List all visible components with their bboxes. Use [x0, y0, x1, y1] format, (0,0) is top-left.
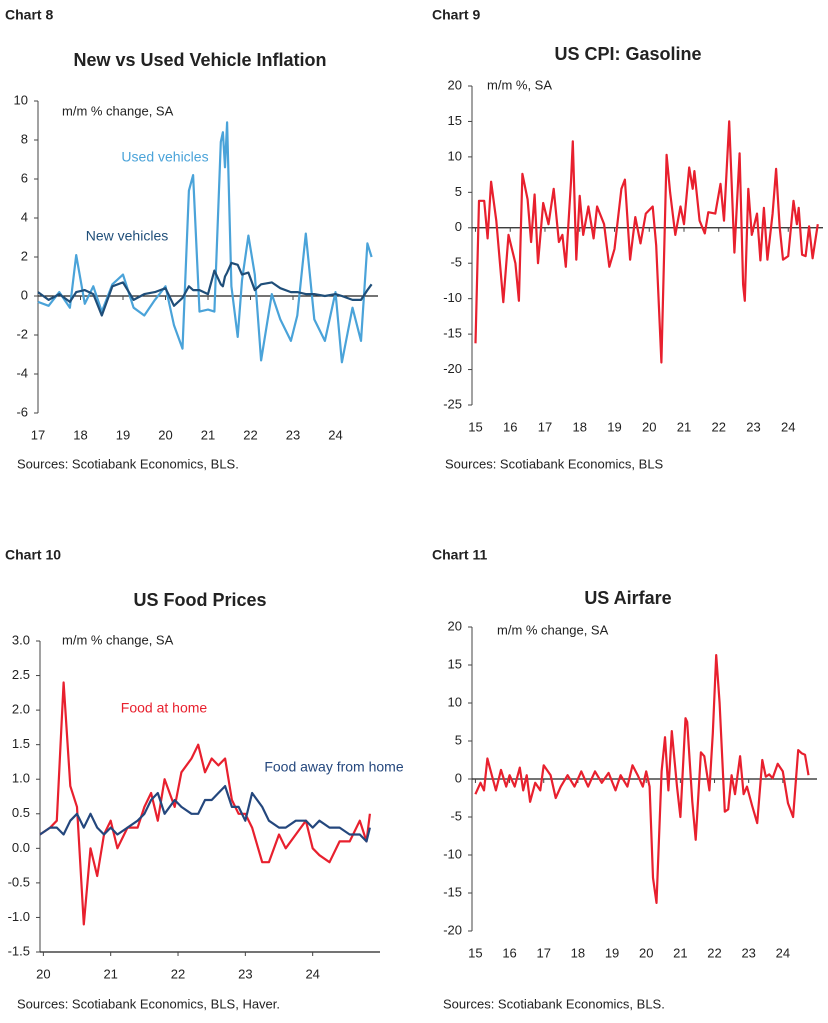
y-tick-label: -10 [443, 290, 462, 305]
y-tick-label: -1.5 [8, 943, 30, 958]
y-tick-label: -5 [450, 808, 462, 823]
y-tick-label: 20 [448, 77, 462, 92]
x-tick-label: 20 [642, 419, 656, 434]
y-tick-label: 6 [21, 170, 28, 185]
x-tick-label: 24 [328, 427, 342, 442]
x-tick-label: 19 [607, 419, 621, 434]
y-tick-label: 0 [455, 219, 462, 234]
x-tick-label: 21 [673, 945, 687, 960]
y-tick-label: 2.5 [12, 667, 30, 682]
y-tick-label: 15 [448, 113, 462, 128]
chart-label: Chart 11 [432, 547, 487, 563]
y-tick-label: 0.0 [12, 840, 30, 855]
x-tick-label: 22 [243, 427, 257, 442]
source-note: Sources: Scotiabank Economics, BLS [445, 456, 664, 471]
y-axis-label: m/m %, SA [487, 77, 552, 92]
y-tick-label: 1.0 [12, 771, 30, 786]
y-tick-label: -25 [443, 396, 462, 411]
x-tick-label: 20 [639, 945, 653, 960]
series-line [37, 261, 373, 317]
source-note: Sources: Scotiabank Economics, BLS. [443, 996, 665, 1011]
chart-title: New vs Used Vehicle Inflation [73, 50, 326, 70]
x-tick-label: 16 [502, 945, 516, 960]
source-note: Sources: Scotiabank Economics, BLS, Have… [17, 996, 280, 1011]
x-tick-label: 21 [103, 966, 117, 981]
y-tick-label: 0 [21, 287, 28, 302]
x-tick-label: 15 [468, 945, 482, 960]
x-tick-label: 24 [305, 966, 319, 981]
y-tick-label: -0.5 [8, 874, 30, 889]
y-tick-label: 15 [448, 656, 462, 671]
x-tick-label: 24 [776, 945, 790, 960]
x-tick-label: 16 [503, 419, 517, 434]
x-tick-label: 18 [73, 427, 87, 442]
x-tick-label: 21 [677, 419, 691, 434]
y-tick-label: -20 [443, 361, 462, 376]
y-tick-label: 2 [21, 248, 28, 263]
series-label: Food away from home [264, 759, 403, 775]
x-tick-label: 17 [538, 419, 552, 434]
y-axis-label: m/m % change, SA [497, 622, 609, 637]
x-tick-label: 18 [572, 419, 586, 434]
x-tick-label: 15 [468, 419, 482, 434]
x-tick-label: 19 [605, 945, 619, 960]
y-tick-label: 0.5 [12, 805, 30, 820]
y-tick-label: 10 [448, 694, 462, 709]
y-tick-label: 2.0 [12, 702, 30, 717]
y-tick-label: -5 [450, 255, 462, 270]
y-tick-label: 10 [448, 148, 462, 163]
x-tick-label: 22 [171, 966, 185, 981]
x-tick-label: 21 [201, 427, 215, 442]
chart-label: Chart 9 [432, 7, 480, 23]
series-line [474, 654, 810, 904]
y-tick-label: -10 [443, 846, 462, 861]
series-label: Food at home [121, 700, 208, 716]
x-tick-label: 17 [31, 427, 45, 442]
x-tick-label: 24 [781, 419, 795, 434]
series-line [39, 785, 371, 843]
chart-title: US Food Prices [133, 590, 266, 610]
x-tick-label: 23 [238, 966, 252, 981]
source-note: Sources: Scotiabank Economics, BLS. [17, 456, 239, 471]
series-label: New vehicles [86, 228, 168, 244]
y-tick-label: 20 [448, 618, 462, 633]
x-tick-label: 23 [746, 419, 760, 434]
y-tick-label: -4 [16, 365, 28, 380]
series-label: Used vehicles [121, 149, 208, 165]
x-tick-label: 19 [116, 427, 130, 442]
x-tick-label: 20 [158, 427, 172, 442]
series-line [37, 121, 373, 364]
chart-title: US CPI: Gasoline [554, 44, 701, 64]
y-axis-label: m/m % change, SA [62, 632, 174, 647]
y-tick-label: 10 [14, 92, 28, 107]
y-tick-label: 1.5 [12, 736, 30, 751]
x-tick-label: 23 [286, 427, 300, 442]
x-tick-label: 17 [536, 945, 550, 960]
y-tick-label: 3.0 [12, 632, 30, 647]
x-tick-label: 22 [712, 419, 726, 434]
y-tick-label: -20 [443, 922, 462, 937]
x-tick-label: 22 [707, 945, 721, 960]
chart-label: Chart 8 [5, 7, 53, 23]
y-tick-label: -15 [443, 326, 462, 341]
y-tick-label: 0 [455, 770, 462, 785]
chart-label: Chart 10 [5, 547, 61, 563]
x-tick-label: 18 [571, 945, 585, 960]
y-tick-label: 4 [21, 209, 28, 224]
series-line [474, 120, 819, 364]
chart-title: US Airfare [584, 588, 671, 608]
y-axis-label: m/m % change, SA [62, 103, 174, 118]
y-tick-label: 5 [455, 732, 462, 747]
series-line [39, 681, 371, 926]
y-tick-label: -6 [16, 404, 28, 419]
y-tick-label: 8 [21, 131, 28, 146]
y-tick-label: -2 [16, 326, 28, 341]
x-tick-label: 23 [741, 945, 755, 960]
y-tick-label: 5 [455, 184, 462, 199]
y-tick-label: -15 [443, 884, 462, 899]
y-tick-label: -1.0 [8, 909, 30, 924]
x-tick-label: 20 [36, 966, 50, 981]
